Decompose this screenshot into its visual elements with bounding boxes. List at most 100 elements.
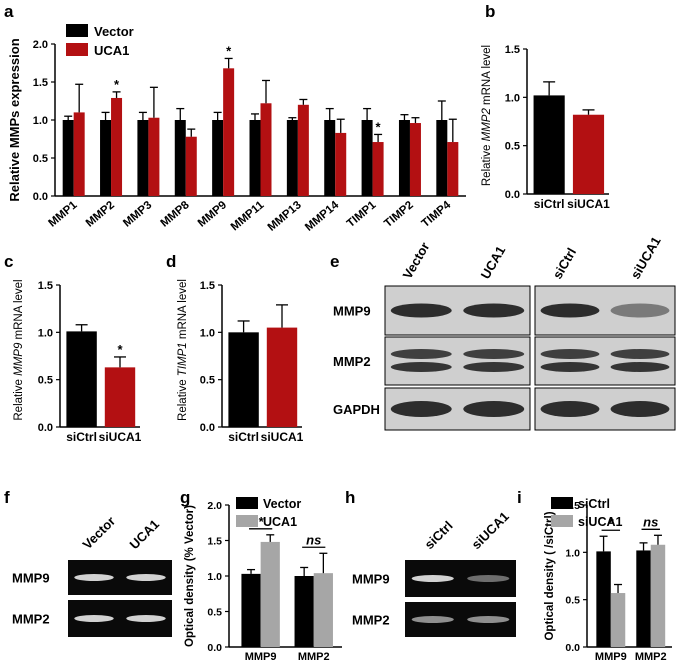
y-label-gene: MMP2 (481, 108, 493, 142)
blot-band (463, 349, 525, 359)
bar (286, 120, 298, 196)
legend-swatch (551, 515, 573, 527)
blot-band (540, 349, 600, 359)
bar (137, 120, 149, 196)
x-tick-label: TIMP2 (382, 199, 416, 230)
gel-band (411, 575, 454, 582)
bar (447, 142, 459, 196)
y-axis-label: Optical density ( /siCtrl) (544, 511, 556, 640)
blot-row-label: MMP9 (333, 304, 371, 319)
y-tick-label: 0.5 (565, 595, 580, 607)
bar (148, 117, 160, 196)
blot-band (610, 362, 670, 372)
significance-star: * (117, 342, 123, 357)
chart-c: 0.0 0.5 1.0 1.5 Relative MMP9 mRNA level siCt… (13, 279, 142, 444)
bar (610, 593, 626, 647)
significance-marker: * (608, 515, 614, 530)
significance-star: * (376, 119, 382, 134)
x-tick-label: siUCA1 (261, 430, 304, 444)
chart-a: 0.0 0.5 1.0 1.5 2.0 Relative MMPs expression M… (7, 24, 466, 234)
legend-swatch (551, 497, 573, 509)
bar (104, 367, 136, 427)
y-axis-label: Relative TIMP1 mRNA level (177, 279, 189, 421)
x-tick-label: TIMP1 (345, 199, 379, 230)
blot-band (390, 362, 452, 372)
y-tick-label: 1.5 (207, 536, 222, 548)
blot-band (390, 349, 452, 359)
bar (249, 120, 261, 196)
bar (66, 331, 97, 427)
bar (572, 114, 605, 194)
significance-star: * (114, 77, 120, 92)
y-label-gene: MMP9 (13, 342, 25, 376)
y-tick-label: 1.0 (38, 327, 53, 339)
blot-row-label: MMP2 (333, 354, 371, 369)
panel-letter-d: d (166, 252, 176, 271)
bar (228, 332, 259, 427)
panel-letter-g: g (180, 488, 190, 507)
blot-band (463, 362, 525, 372)
bar (335, 132, 347, 196)
blot-panel (534, 336, 676, 386)
x-tick-label: MMP2 (298, 651, 330, 663)
bar (212, 120, 224, 196)
blot-band (463, 401, 525, 417)
bar (636, 550, 651, 647)
legend-label: Vector (263, 497, 301, 511)
legend-swatch (236, 515, 258, 527)
y-tick-label: 0.5 (505, 141, 520, 153)
gel-band (126, 574, 166, 581)
gel-lane-label: Vector (80, 513, 119, 552)
bar (294, 576, 314, 647)
y-tick-label: 0.0 (33, 191, 48, 203)
bar (174, 120, 186, 196)
bar (533, 95, 565, 194)
bar (185, 136, 197, 196)
y-tick-label: 0.0 (565, 642, 580, 654)
bar (324, 120, 336, 196)
y-tick-label: 1.5 (505, 44, 520, 56)
y-tick-label: 2.0 (207, 500, 222, 512)
blot-panel (384, 336, 531, 386)
y-tick-label: 1.5 (200, 280, 215, 292)
x-tick-label: TIMP4 (420, 199, 454, 230)
y-tick-label: 0.5 (38, 375, 53, 387)
bar (297, 104, 309, 196)
bar (398, 120, 410, 196)
x-tick-label: siUCA1 (567, 197, 610, 211)
y-tick-label: 0.5 (33, 153, 48, 165)
y-tick-label: 1.0 (505, 92, 520, 104)
y-axis-label: Relative MMP2 mRNA level (481, 45, 493, 186)
y-tick-label: 2.0 (33, 39, 48, 51)
gel-band (126, 615, 166, 622)
chart-i: 0.00.51.01.5Optical density ( /siCtrl)*M… (544, 497, 672, 663)
bar (241, 573, 261, 647)
legend-label: Vector (94, 24, 134, 39)
chart-g: 0.0 0.5 1.0 1.5 2.0 Optical density (% Vector… (184, 497, 342, 663)
significance-marker: ns (643, 514, 658, 529)
gel-row-label: MMP2 (352, 613, 390, 628)
bar (62, 120, 74, 196)
blot-band (390, 303, 452, 318)
y-tick-label: 1.5 (33, 77, 48, 89)
blot-lane-label: Vector (400, 240, 433, 282)
y-tick-label: 1.0 (565, 547, 580, 559)
panel-letter-c: c (4, 252, 13, 271)
bar (361, 120, 373, 196)
panel-letter-b: b (485, 2, 495, 21)
y-tick-label: 1.0 (33, 115, 48, 127)
blot-band (540, 401, 600, 417)
legend-label: UCA1 (263, 515, 297, 529)
gel-band (467, 616, 510, 623)
bar (313, 573, 333, 647)
bar (266, 327, 298, 427)
blot-band (540, 303, 600, 318)
panel-letter-i: i (517, 488, 522, 507)
gel-row-label: MMP9 (12, 571, 50, 586)
x-tick-label: siUCA1 (99, 430, 142, 444)
chart-d: 0.0 0.5 1.0 1.5 Relative TIMP1 mRNA level siC… (177, 279, 304, 444)
blot-band (610, 303, 670, 318)
gel-band (467, 575, 510, 582)
bar (260, 103, 272, 196)
